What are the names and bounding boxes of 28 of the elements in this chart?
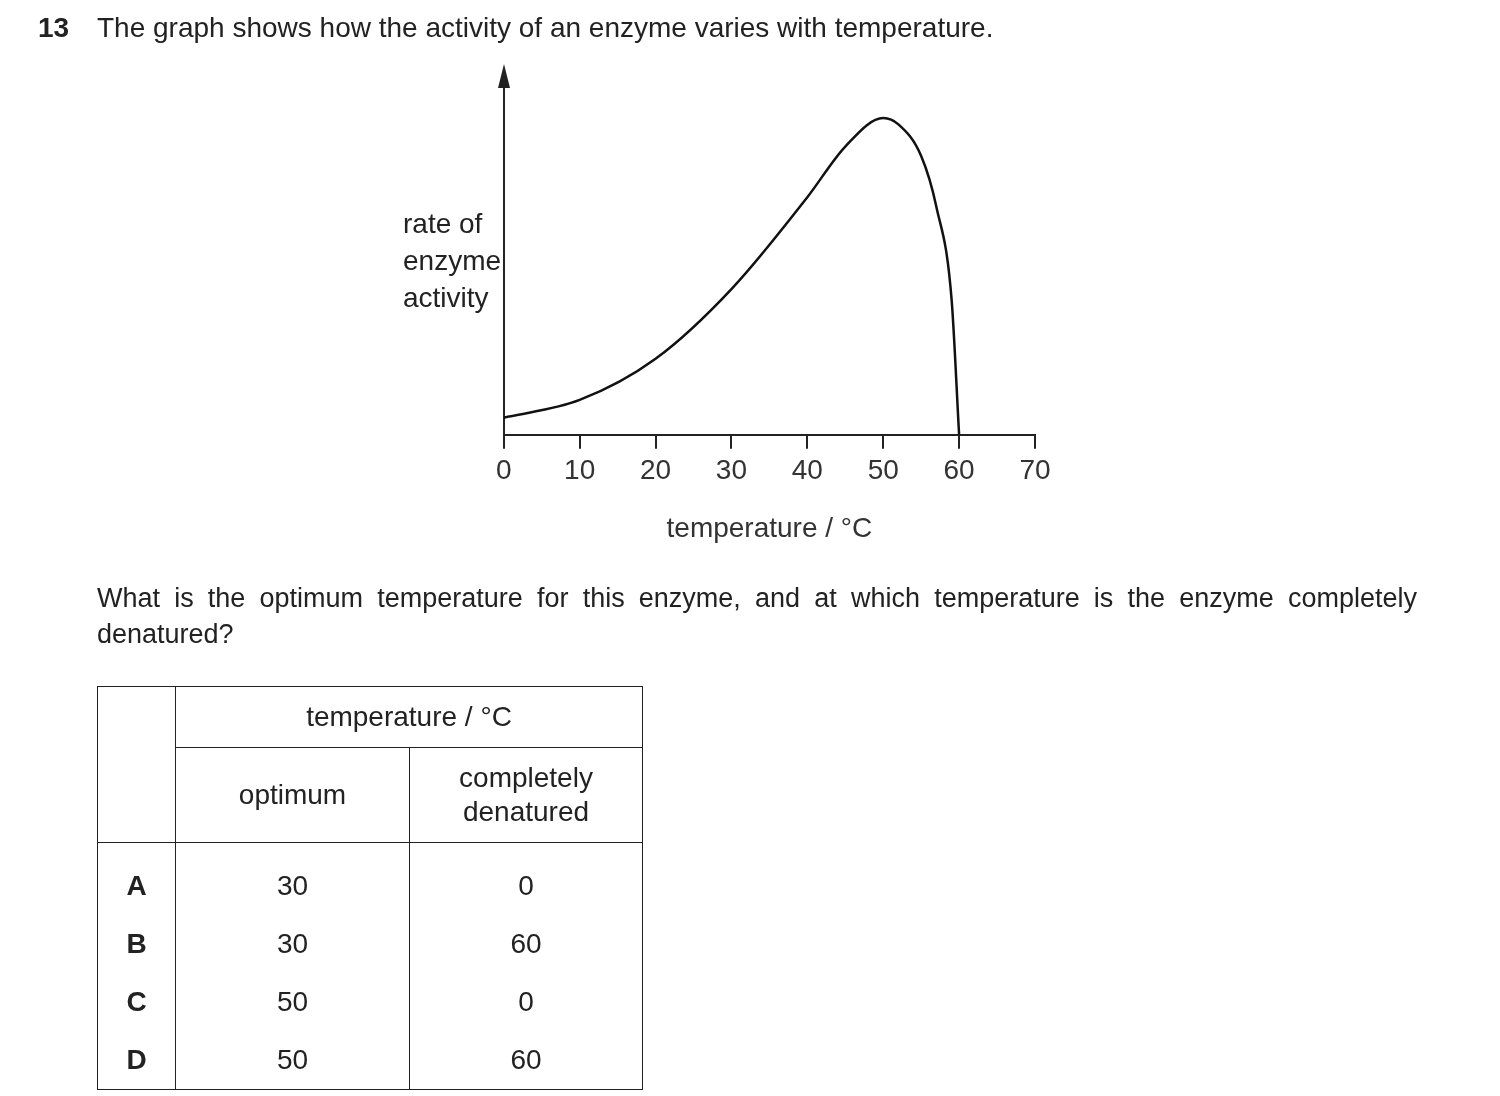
text: 30 <box>175 915 410 973</box>
x-tick-label: 60 <box>943 454 975 486</box>
text: 13 <box>38 12 70 44</box>
text: temperature / °C <box>175 686 643 748</box>
x-axis-title: temperature / °C <box>666 511 873 543</box>
y-axis-title: rate of enzyme activity <box>403 207 503 315</box>
x-tick-label: 70 <box>1019 454 1051 486</box>
chart-title: The graph shows how the activity of an enzyme varies with temperature. <box>97 12 994 44</box>
text: A <box>97 842 176 915</box>
x-tick-label: 10 <box>564 454 596 486</box>
x-tick-label: 50 <box>867 454 899 486</box>
text: B <box>97 915 176 973</box>
text: completely denatured <box>409 747 643 843</box>
text: 0 <box>409 973 643 1031</box>
x-tick-label: 40 <box>791 454 823 486</box>
text: 60 <box>409 915 643 973</box>
text: 0 <box>409 842 643 915</box>
text: optimum <box>175 747 410 843</box>
text: 60 <box>409 1031 643 1090</box>
text: C <box>97 973 176 1031</box>
x-tick-label: 0 <box>496 454 512 486</box>
x-tick-label: 30 <box>715 454 748 486</box>
text: What is the optimum temperature for this enzyme, and at which temperature is the enzyme completely denatured? <box>97 582 1417 651</box>
text: 50 <box>175 973 410 1031</box>
text: D <box>97 1031 176 1090</box>
text: 50 <box>175 1031 410 1090</box>
text: 30 <box>175 842 410 915</box>
x-tick-label: 20 <box>639 454 672 486</box>
